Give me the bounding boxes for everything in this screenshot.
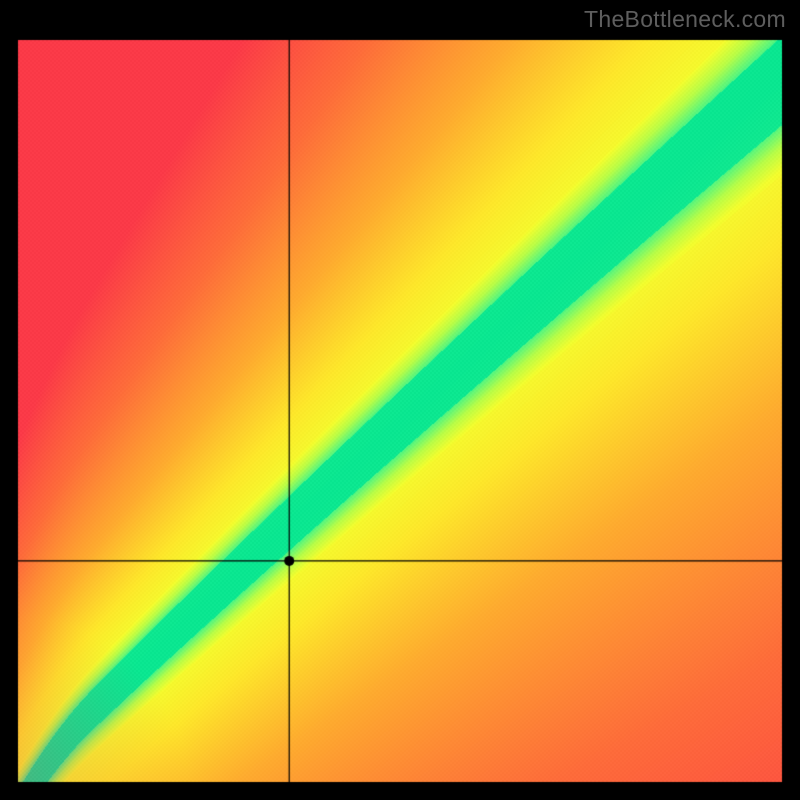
chart-container: TheBottleneck.com (0, 0, 800, 800)
heatmap-canvas (0, 0, 800, 800)
watermark-text: TheBottleneck.com (584, 6, 786, 33)
